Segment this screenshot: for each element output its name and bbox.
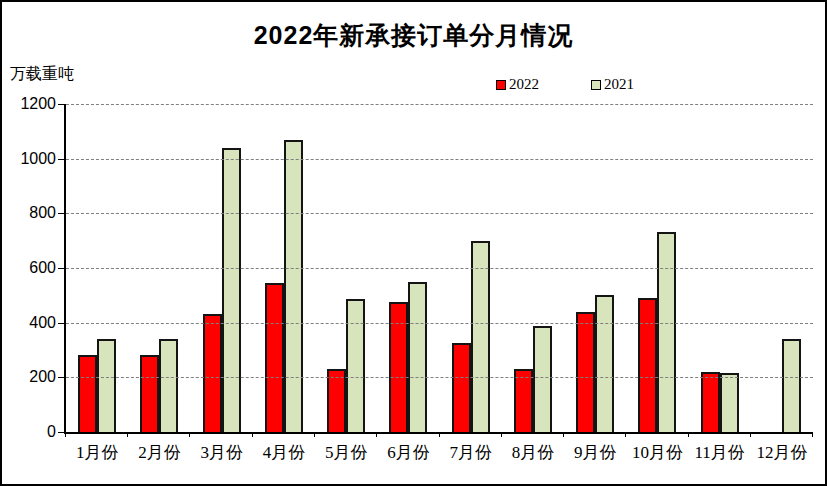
x-axis-tick bbox=[625, 432, 626, 437]
x-axis-label-7月份: 7月份 bbox=[440, 441, 502, 464]
gridline-200 bbox=[66, 377, 813, 378]
bar-2021-11月份 bbox=[720, 373, 739, 432]
y-axis-tick-1200 bbox=[58, 104, 64, 105]
bar-2022-10月份 bbox=[638, 298, 657, 432]
y-axis-tick-800 bbox=[58, 213, 64, 214]
bar-2021-2月份 bbox=[159, 339, 178, 432]
y-axis-unit-label: 万载重吨 bbox=[10, 64, 74, 85]
legend-item-2022: 2022 bbox=[496, 76, 539, 93]
bar-2022-6月份 bbox=[389, 302, 408, 432]
y-axis-tick-label: 800 bbox=[29, 204, 56, 222]
x-axis-tick bbox=[563, 432, 564, 437]
y-axis-tick-label: 1000 bbox=[20, 150, 56, 168]
y-axis-tick-label: 1200 bbox=[20, 95, 56, 113]
x-axis-tick bbox=[501, 432, 502, 437]
gridline-600 bbox=[66, 268, 813, 269]
bar-2022-1月份 bbox=[78, 355, 97, 432]
legend-swatch-2022 bbox=[496, 80, 506, 90]
y-axis-tick-label: 600 bbox=[29, 259, 56, 277]
bar-2022-2月份 bbox=[140, 355, 159, 432]
bar-2021-7月份 bbox=[471, 241, 490, 432]
bar-2021-4月份 bbox=[284, 140, 303, 432]
x-axis-tick bbox=[376, 432, 377, 437]
x-axis-label-9月份: 9月份 bbox=[564, 441, 626, 464]
y-axis-tick-600 bbox=[58, 268, 64, 269]
bar-2022-4月份 bbox=[265, 283, 284, 432]
y-axis-tick-label: 200 bbox=[29, 368, 56, 386]
y-axis-tick-200 bbox=[58, 377, 64, 378]
gridline-400 bbox=[66, 323, 813, 324]
x-axis-tick bbox=[252, 432, 253, 437]
x-axis-label-1月份: 1月份 bbox=[66, 441, 128, 464]
x-axis-label-11月份: 11月份 bbox=[689, 441, 751, 464]
bar-2021-12月份 bbox=[782, 339, 801, 432]
legend-item-2021: 2021 bbox=[591, 76, 634, 93]
y-axis-tick-400 bbox=[58, 323, 64, 324]
bar-2022-9月份 bbox=[576, 312, 595, 432]
bar-2022-8月份 bbox=[514, 369, 533, 432]
bar-2022-11月份 bbox=[701, 372, 720, 432]
gridline-1200 bbox=[66, 104, 813, 105]
legend-label: 2021 bbox=[604, 76, 634, 93]
bar-2022-7月份 bbox=[452, 343, 471, 432]
y-axis-tick-label: 400 bbox=[29, 314, 56, 332]
x-axis-tick bbox=[189, 432, 190, 437]
bar-2021-9月份 bbox=[595, 295, 614, 432]
bar-2021-3月份 bbox=[222, 148, 241, 432]
legend-label: 2022 bbox=[509, 76, 539, 93]
chart-frame: 2022年新承接订单分月情况 万载重吨 2022 2021 1月份2月份3月份4月… bbox=[0, 0, 827, 486]
x-axis-label-8月份: 8月份 bbox=[502, 441, 564, 464]
y-axis-tick-1000 bbox=[58, 159, 64, 160]
bar-2021-10月份 bbox=[657, 232, 676, 432]
x-axis-label-3月份: 3月份 bbox=[191, 441, 253, 464]
bar-2022-5月份 bbox=[327, 369, 346, 432]
x-axis-tick bbox=[127, 432, 128, 437]
x-axis-labels: 1月份2月份3月份4月份5月份6月份7月份8月份9月份10月份11月份12月份 bbox=[66, 441, 813, 464]
chart-title: 2022年新承接订单分月情况 bbox=[2, 19, 825, 52]
x-axis-label-6月份: 6月份 bbox=[377, 441, 439, 464]
x-axis-tick bbox=[439, 432, 440, 437]
y-axis-tick-label: 0 bbox=[47, 423, 56, 441]
x-axis-label-5月份: 5月份 bbox=[315, 441, 377, 464]
y-axis-tick-0 bbox=[58, 432, 64, 433]
x-axis-label-4月份: 4月份 bbox=[253, 441, 315, 464]
legend: 2022 2021 bbox=[496, 76, 634, 93]
gridline-800 bbox=[66, 213, 813, 214]
bar-2021-8月份 bbox=[533, 326, 552, 432]
bar-2021-1月份 bbox=[97, 339, 116, 432]
x-axis-tick bbox=[65, 432, 66, 437]
gridline-1000 bbox=[66, 159, 813, 160]
bar-2021-6月份 bbox=[408, 282, 427, 432]
x-axis-tick bbox=[750, 432, 751, 437]
plot-area: 1月份2月份3月份4月份5月份6月份7月份8月份9月份10月份11月份12月份 … bbox=[64, 104, 813, 434]
x-axis-tick bbox=[314, 432, 315, 437]
x-axis-tick bbox=[812, 432, 813, 437]
bar-2022-3月份 bbox=[203, 314, 222, 432]
x-axis-label-10月份: 10月份 bbox=[626, 441, 688, 464]
x-axis-label-12月份: 12月份 bbox=[751, 441, 813, 464]
x-axis-label-2月份: 2月份 bbox=[128, 441, 190, 464]
x-axis-tick bbox=[688, 432, 689, 437]
legend-swatch-2021 bbox=[591, 80, 601, 90]
bar-2021-5月份 bbox=[346, 299, 365, 432]
